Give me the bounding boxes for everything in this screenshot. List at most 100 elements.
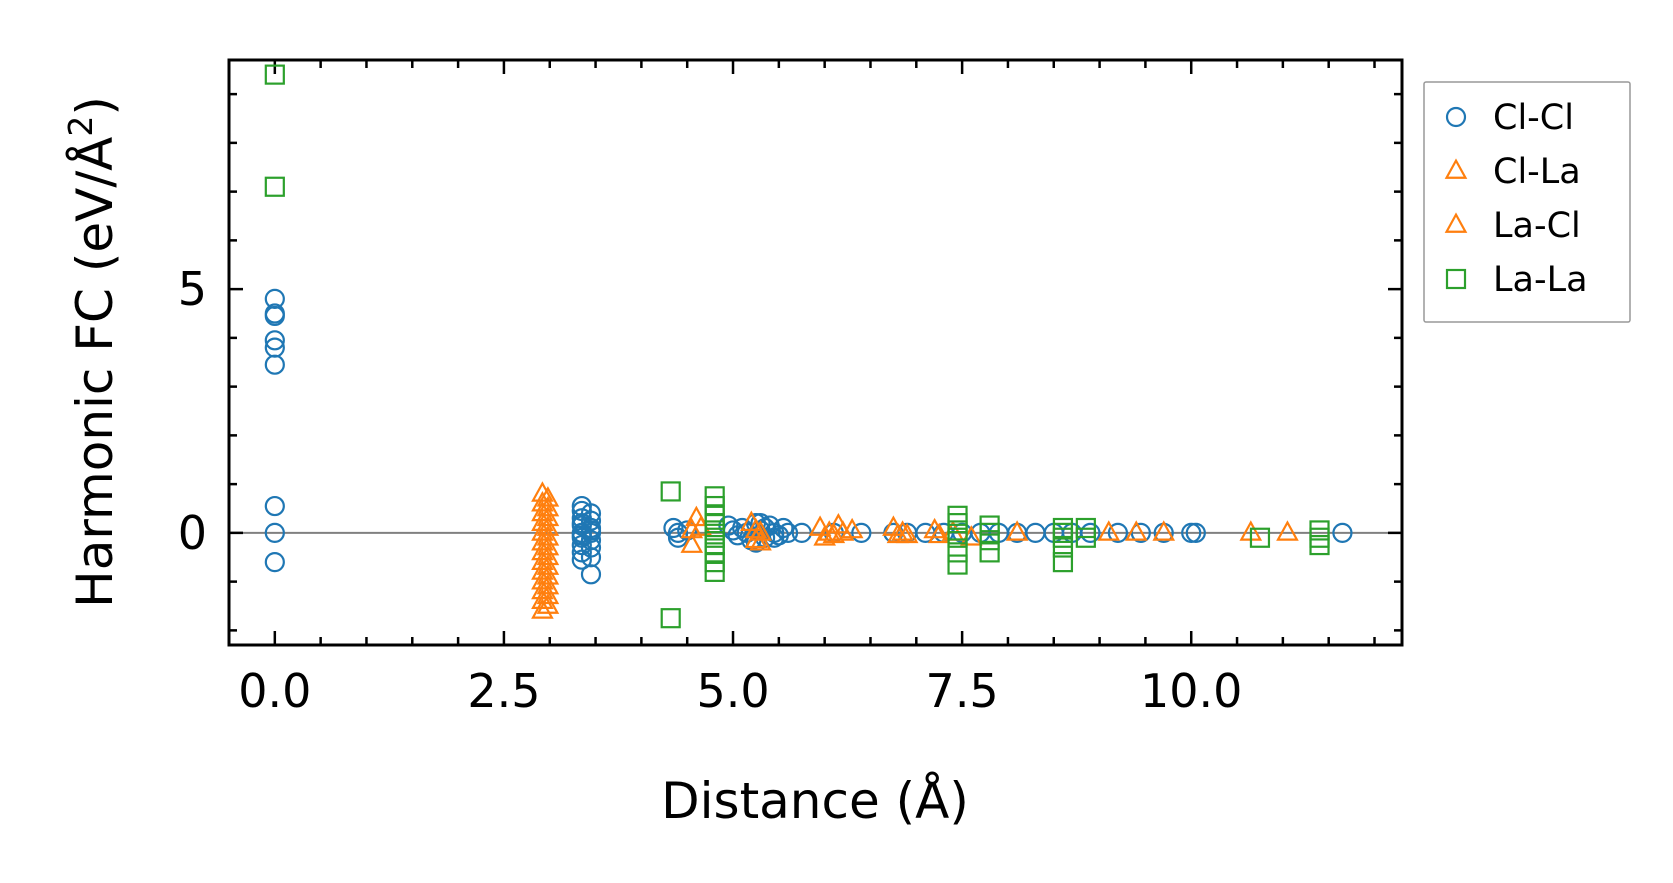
data-point bbox=[531, 549, 554, 570]
data-point bbox=[979, 530, 1000, 551]
data-point bbox=[777, 522, 799, 543]
x-axis-title: Distance (Å) bbox=[661, 772, 969, 830]
data-point bbox=[822, 522, 846, 544]
data-point bbox=[531, 510, 554, 531]
data-point bbox=[536, 544, 560, 566]
data-point bbox=[531, 539, 554, 561]
legend-marker bbox=[1444, 212, 1468, 233]
data-point bbox=[1309, 534, 1330, 556]
y-axis-title-superscript: 2 bbox=[61, 116, 100, 137]
y-axis-title-base: Harmonic FC (eV/Å bbox=[66, 137, 124, 608]
data-point bbox=[531, 578, 554, 600]
data-point bbox=[1309, 527, 1330, 548]
data-point bbox=[531, 588, 554, 609]
data-point bbox=[1052, 552, 1074, 573]
legend-label: La-La bbox=[1493, 260, 1588, 300]
data-point bbox=[813, 525, 836, 546]
legend-marker bbox=[1444, 158, 1468, 179]
data-point bbox=[947, 542, 968, 563]
data-point bbox=[536, 583, 560, 605]
data-point bbox=[536, 593, 560, 614]
legend-label: Cl-Cl bbox=[1493, 98, 1574, 138]
data-point bbox=[580, 520, 602, 541]
legend-item-cl-cl: Cl-Cl bbox=[1445, 98, 1574, 138]
legend-marker bbox=[1445, 106, 1467, 128]
axis-ticks bbox=[227, 60, 1402, 645]
data-point bbox=[947, 554, 968, 575]
data-point bbox=[660, 608, 681, 629]
data-point bbox=[264, 64, 285, 85]
data-point bbox=[580, 564, 602, 585]
data-point bbox=[1052, 537, 1074, 558]
data-point bbox=[749, 520, 772, 541]
data-point bbox=[677, 520, 698, 541]
x-tick-label: 0.0 bbox=[238, 664, 311, 718]
data-point bbox=[667, 522, 689, 543]
tick-labels: 0.0 2.5 5.0 7.5 10.0 0 5 bbox=[178, 262, 1243, 718]
data-point bbox=[1332, 522, 1353, 543]
legend-item-cl-la: Cl-La bbox=[1444, 152, 1581, 192]
data-point bbox=[264, 552, 285, 573]
data-point bbox=[660, 481, 681, 502]
data-point bbox=[264, 495, 285, 517]
data-point bbox=[1130, 522, 1151, 543]
data-point bbox=[1249, 527, 1271, 548]
data-point bbox=[979, 542, 1000, 563]
series-la-cl bbox=[536, 486, 983, 614]
data-point bbox=[1124, 520, 1148, 541]
data-point bbox=[1276, 520, 1299, 541]
data-point bbox=[923, 517, 946, 539]
data-point bbox=[749, 530, 772, 551]
data-point bbox=[840, 517, 864, 539]
y-tick-label: 5 bbox=[178, 262, 207, 316]
x-tick-label: 2.5 bbox=[467, 664, 540, 718]
data-point bbox=[851, 522, 872, 543]
data-point bbox=[947, 527, 968, 548]
data-point bbox=[536, 525, 560, 546]
series-cl-la bbox=[531, 481, 1299, 619]
data-point bbox=[891, 520, 914, 541]
data-point bbox=[895, 522, 919, 544]
data-point bbox=[264, 176, 285, 197]
data-point bbox=[531, 481, 554, 502]
data-point bbox=[536, 564, 560, 585]
data-point bbox=[536, 505, 560, 527]
legend-label: Cl-La bbox=[1493, 152, 1581, 192]
data-point bbox=[264, 330, 285, 351]
data-point bbox=[663, 517, 684, 539]
plot-frame bbox=[227, 58, 1404, 647]
x-tick-label: 5.0 bbox=[696, 664, 769, 718]
data-point bbox=[1097, 520, 1121, 541]
data-point bbox=[704, 561, 725, 582]
legend-item-la-la: La-La bbox=[1445, 260, 1588, 300]
legend-item-la-cl: La-Cl bbox=[1444, 206, 1581, 246]
data-point bbox=[817, 520, 841, 541]
data-point bbox=[264, 303, 285, 324]
data-point bbox=[264, 354, 285, 375]
data-point bbox=[744, 517, 768, 539]
data-point bbox=[536, 554, 560, 575]
data-points bbox=[264, 64, 1353, 629]
data-point bbox=[531, 559, 554, 580]
data-point bbox=[745, 532, 767, 553]
data-point bbox=[531, 598, 554, 619]
y-axis-title: Harmonic FC (eV/Å2) bbox=[61, 96, 124, 608]
legend-marker bbox=[1445, 268, 1467, 290]
data-point bbox=[1075, 527, 1096, 548]
data-point bbox=[680, 517, 704, 539]
data-point bbox=[536, 534, 560, 556]
data-point bbox=[1005, 520, 1029, 541]
data-point bbox=[531, 530, 554, 551]
y-axis-title-close: ) bbox=[66, 96, 124, 116]
data-point bbox=[531, 491, 554, 512]
x-tick-label: 10.0 bbox=[1140, 664, 1242, 718]
x-tick-label: 7.5 bbox=[926, 664, 999, 718]
data-point bbox=[1107, 522, 1129, 543]
data-point bbox=[264, 522, 285, 543]
series-cl-cl bbox=[264, 288, 1353, 585]
legend: Cl-Cl Cl-La La-Cl La-La bbox=[1423, 81, 1631, 323]
data-point bbox=[536, 573, 560, 595]
y-tick-label: 0 bbox=[178, 506, 207, 560]
data-point bbox=[580, 510, 602, 531]
